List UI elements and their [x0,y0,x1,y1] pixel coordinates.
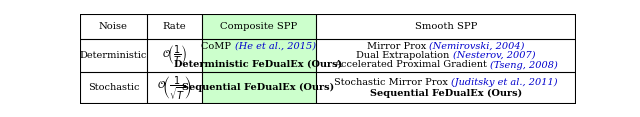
Text: Composite SPP: Composite SPP [220,22,297,31]
Text: (Nemirovski, 2004): (Nemirovski, 2004) [429,42,525,51]
Bar [202,14,316,104]
Text: Accelerated Proximal Gradient: Accelerated Proximal Gradient [334,60,490,69]
Text: Dual Extrapolation: Dual Extrapolation [356,51,452,60]
Text: (Tseng, 2008): (Tseng, 2008) [490,60,557,69]
Text: Deterministic FeDualEx (Ours): Deterministic FeDualEx (Ours) [175,60,342,69]
Text: Smooth SPP: Smooth SPP [415,22,477,31]
Text: CoMP: CoMP [202,42,235,51]
Text: Sequential FeDualEx (Ours): Sequential FeDualEx (Ours) [370,89,522,98]
Text: Stochastic Mirror Prox: Stochastic Mirror Prox [334,78,451,87]
Text: (Juditsky et al., 2011): (Juditsky et al., 2011) [451,78,557,87]
Text: Sequential FeDualEx (Ours): Sequential FeDualEx (Ours) [182,83,335,92]
Text: (He et al., 2015): (He et al., 2015) [235,42,316,51]
Text: (Nesterov, 2007): (Nesterov, 2007) [452,51,535,60]
Text: Deterministic: Deterministic [80,51,147,60]
Text: Mirror Prox: Mirror Prox [367,42,429,51]
Text: Rate: Rate [163,22,186,31]
Text: $\mathcal{O}\!\left(\dfrac{1}{\sqrt{T}}\right)$: $\mathcal{O}\!\left(\dfrac{1}{\sqrt{T}}\… [157,74,192,102]
Text: Noise: Noise [99,22,128,31]
Text: Stochastic: Stochastic [88,83,140,92]
Text: $\mathcal{O}\!\left(\dfrac{1}{T}\right)$: $\mathcal{O}\!\left(\dfrac{1}{T}\right)$ [161,44,187,67]
